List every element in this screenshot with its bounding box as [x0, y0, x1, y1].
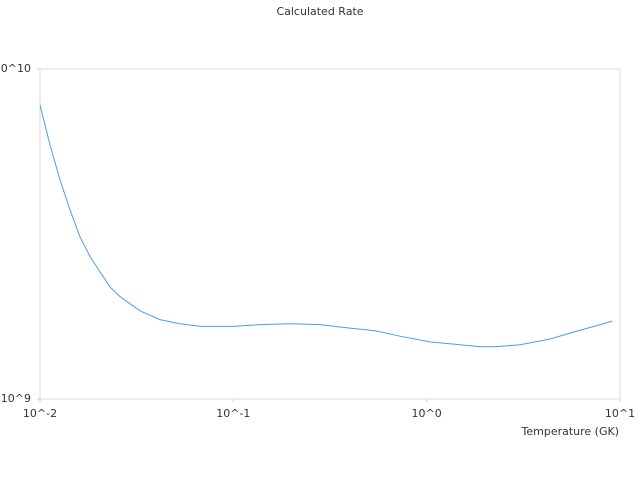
x-tick-label: 10^0	[412, 407, 442, 420]
data-line	[39, 104, 613, 348]
x-tick-label: 10^-1	[216, 407, 250, 420]
x-tick-label: 10^-2	[23, 407, 57, 420]
x-axis-label: Temperature (GK)	[521, 425, 620, 438]
x-tick-label: 10^1	[605, 407, 635, 420]
y-tick-label: 10^9	[1, 392, 31, 405]
chart-title: Calculated Rate	[276, 5, 363, 18]
plot-area	[39, 68, 621, 400]
y-tick-label: 10^10	[0, 62, 31, 75]
